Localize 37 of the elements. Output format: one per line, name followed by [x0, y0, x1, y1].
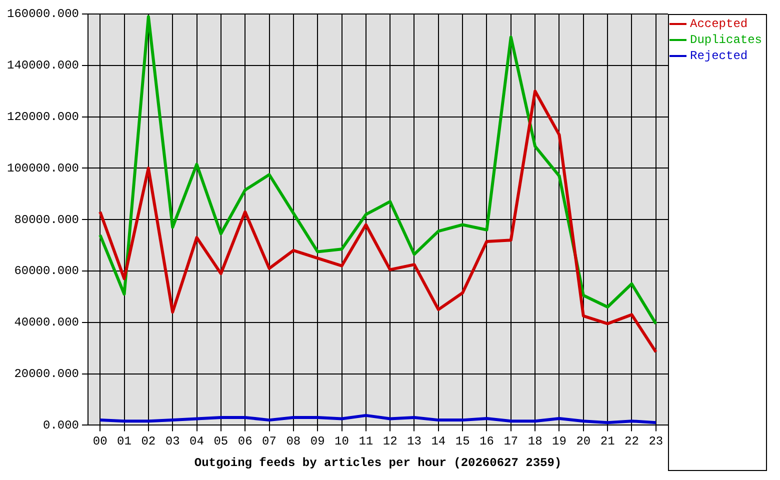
x-tick-label: 01 — [117, 434, 132, 449]
x-tick-label: 16 — [480, 434, 494, 449]
y-tick-label: 80000.000 — [14, 212, 80, 227]
x-tick-label: 03 — [165, 434, 180, 449]
x-tick-label: 07 — [262, 434, 276, 449]
x-tick-label: 19 — [552, 434, 566, 449]
x-tick-label: 13 — [407, 434, 422, 449]
y-tick-label: 0.000 — [42, 418, 80, 432]
legend-label: Accepted — [690, 17, 748, 32]
x-tick-label: 23 — [648, 434, 664, 449]
x-tick-label: 11 — [358, 434, 374, 449]
x-tick-label: 06 — [238, 434, 252, 449]
x-tick-label: 22 — [624, 434, 639, 449]
x-tick-label: 14 — [431, 434, 446, 449]
y-tick-label: 40000.000 — [14, 316, 80, 330]
x-tick-label: 21 — [600, 434, 615, 449]
legend-label: Rejected — [690, 49, 748, 64]
x-tick-label: 12 — [382, 434, 398, 449]
y-tick-label: 120000.000 — [6, 110, 80, 124]
y-tick-label: 20000.000 — [14, 366, 80, 381]
x-axis-title: Outgoing feeds by articles per hour (20260627 2359) — [194, 456, 562, 470]
x-tick-label: 10 — [334, 434, 349, 449]
x-tick-label: 04 — [190, 434, 204, 449]
y-tick-label: 160000.000 — [6, 7, 80, 22]
y-tick-label: 140000.000 — [6, 58, 80, 73]
x-tick-label: 09 — [310, 434, 325, 449]
x-tick-label: 20 — [576, 434, 591, 449]
y-tick-label: 60000.000 — [14, 264, 80, 278]
x-tick-label: 05 — [214, 434, 228, 449]
x-tick-label: 17 — [504, 434, 518, 449]
x-tick-label: 08 — [286, 434, 301, 449]
x-tick-label: 00 — [92, 434, 108, 449]
x-tick-label: 02 — [141, 434, 156, 449]
x-tick-label: 18 — [528, 434, 542, 449]
y-tick-label: 100000.000 — [6, 161, 80, 176]
legend-label: Duplicates — [690, 33, 762, 48]
x-tick-label: 15 — [455, 434, 470, 449]
